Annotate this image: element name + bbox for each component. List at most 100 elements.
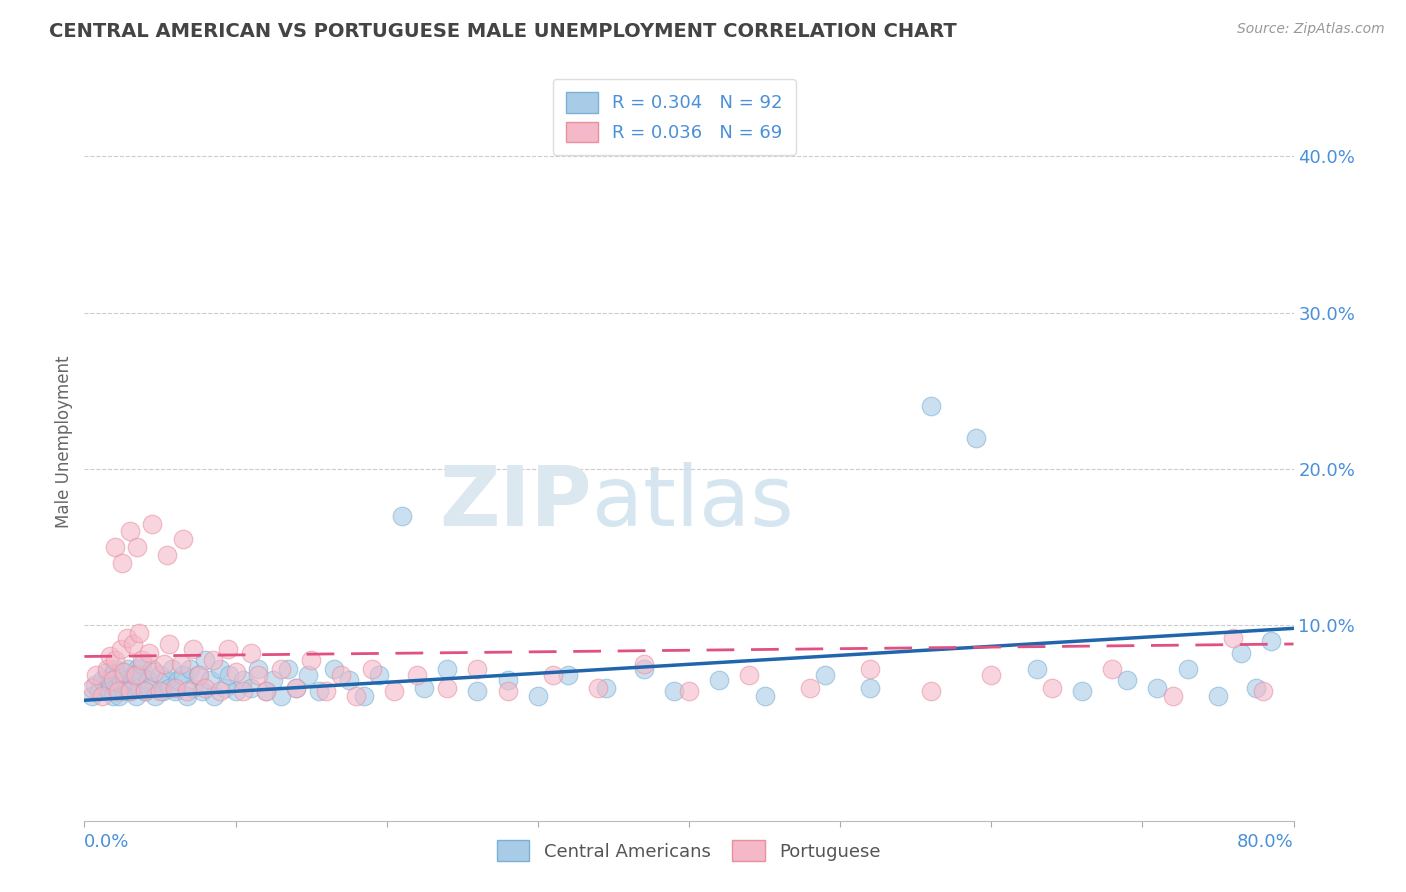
Point	[209, 662, 232, 676]
Point	[101, 689, 124, 703]
Point	[247, 662, 270, 676]
Point	[165, 681, 187, 695]
Point	[176, 684, 198, 698]
Point	[920, 400, 942, 414]
Point	[859, 662, 882, 676]
Point	[136, 673, 159, 687]
Point	[595, 681, 617, 695]
Point	[239, 681, 262, 695]
Point	[391, 508, 413, 523]
Point	[115, 681, 138, 695]
Point	[149, 668, 172, 682]
Point	[94, 681, 117, 695]
Point	[112, 684, 135, 698]
Point	[101, 673, 124, 687]
Point	[382, 684, 405, 698]
Point	[277, 662, 299, 676]
Point	[588, 681, 610, 695]
Point	[181, 681, 204, 695]
Point	[98, 649, 121, 664]
Point	[1222, 631, 1244, 645]
Point	[179, 662, 201, 676]
Point	[157, 637, 180, 651]
Point	[128, 626, 150, 640]
Point	[413, 681, 436, 695]
Point	[167, 673, 190, 687]
Point	[467, 684, 489, 698]
Point	[541, 668, 564, 682]
Point	[209, 684, 232, 698]
Point	[181, 641, 204, 656]
Text: ZIP: ZIP	[440, 462, 592, 542]
Point	[127, 662, 149, 676]
Point	[346, 689, 368, 703]
Point	[337, 673, 360, 687]
Point	[112, 665, 135, 680]
Point	[172, 668, 194, 682]
Point	[1025, 662, 1047, 676]
Point	[1040, 681, 1063, 695]
Point	[114, 673, 136, 687]
Point	[122, 668, 145, 682]
Point	[198, 673, 221, 687]
Legend: Central Americans, Portuguese: Central Americans, Portuguese	[489, 833, 889, 869]
Point	[527, 689, 550, 703]
Point	[145, 689, 167, 703]
Point	[86, 668, 108, 682]
Point	[108, 689, 131, 703]
Point	[165, 684, 187, 698]
Point	[117, 662, 139, 676]
Point	[270, 662, 292, 676]
Point	[965, 431, 987, 445]
Point	[141, 516, 163, 531]
Point	[633, 662, 655, 676]
Point	[315, 684, 337, 698]
Point	[662, 684, 685, 698]
Point	[91, 689, 114, 703]
Point	[1116, 673, 1139, 687]
Y-axis label: Male Unemployment: Male Unemployment	[55, 355, 73, 528]
Point	[155, 673, 177, 687]
Point	[201, 652, 224, 666]
Point	[98, 674, 121, 689]
Point	[91, 673, 114, 687]
Point	[1206, 689, 1229, 703]
Point	[232, 673, 254, 687]
Point	[754, 689, 776, 703]
Point	[172, 533, 194, 547]
Point	[118, 524, 141, 539]
Text: CENTRAL AMERICAN VS PORTUGUESE MALE UNEMPLOYMENT CORRELATION CHART: CENTRAL AMERICAN VS PORTUGUESE MALE UNEM…	[49, 22, 957, 41]
Point	[97, 684, 120, 698]
Point	[202, 689, 225, 703]
Point	[297, 668, 319, 682]
Point	[738, 668, 761, 682]
Point	[134, 684, 156, 698]
Point	[799, 681, 821, 695]
Point	[138, 646, 160, 660]
Point	[121, 637, 143, 651]
Point	[84, 678, 107, 692]
Point	[330, 668, 353, 682]
Point	[110, 676, 132, 690]
Point	[104, 662, 127, 676]
Point	[110, 641, 132, 656]
Point	[1260, 633, 1282, 648]
Point	[322, 662, 344, 676]
Point	[368, 668, 391, 682]
Point	[678, 684, 700, 698]
Point	[128, 681, 150, 695]
Point	[187, 668, 209, 682]
Point	[308, 684, 330, 698]
Text: atlas: atlas	[592, 462, 794, 542]
Point	[709, 673, 731, 687]
Point	[138, 681, 160, 695]
Point	[217, 641, 239, 656]
Text: 0.0%: 0.0%	[84, 833, 129, 851]
Point	[134, 684, 156, 698]
Point	[254, 684, 277, 698]
Point	[239, 646, 262, 660]
Point	[125, 668, 148, 682]
Point	[436, 681, 458, 695]
Point	[214, 681, 236, 695]
Point	[353, 689, 375, 703]
